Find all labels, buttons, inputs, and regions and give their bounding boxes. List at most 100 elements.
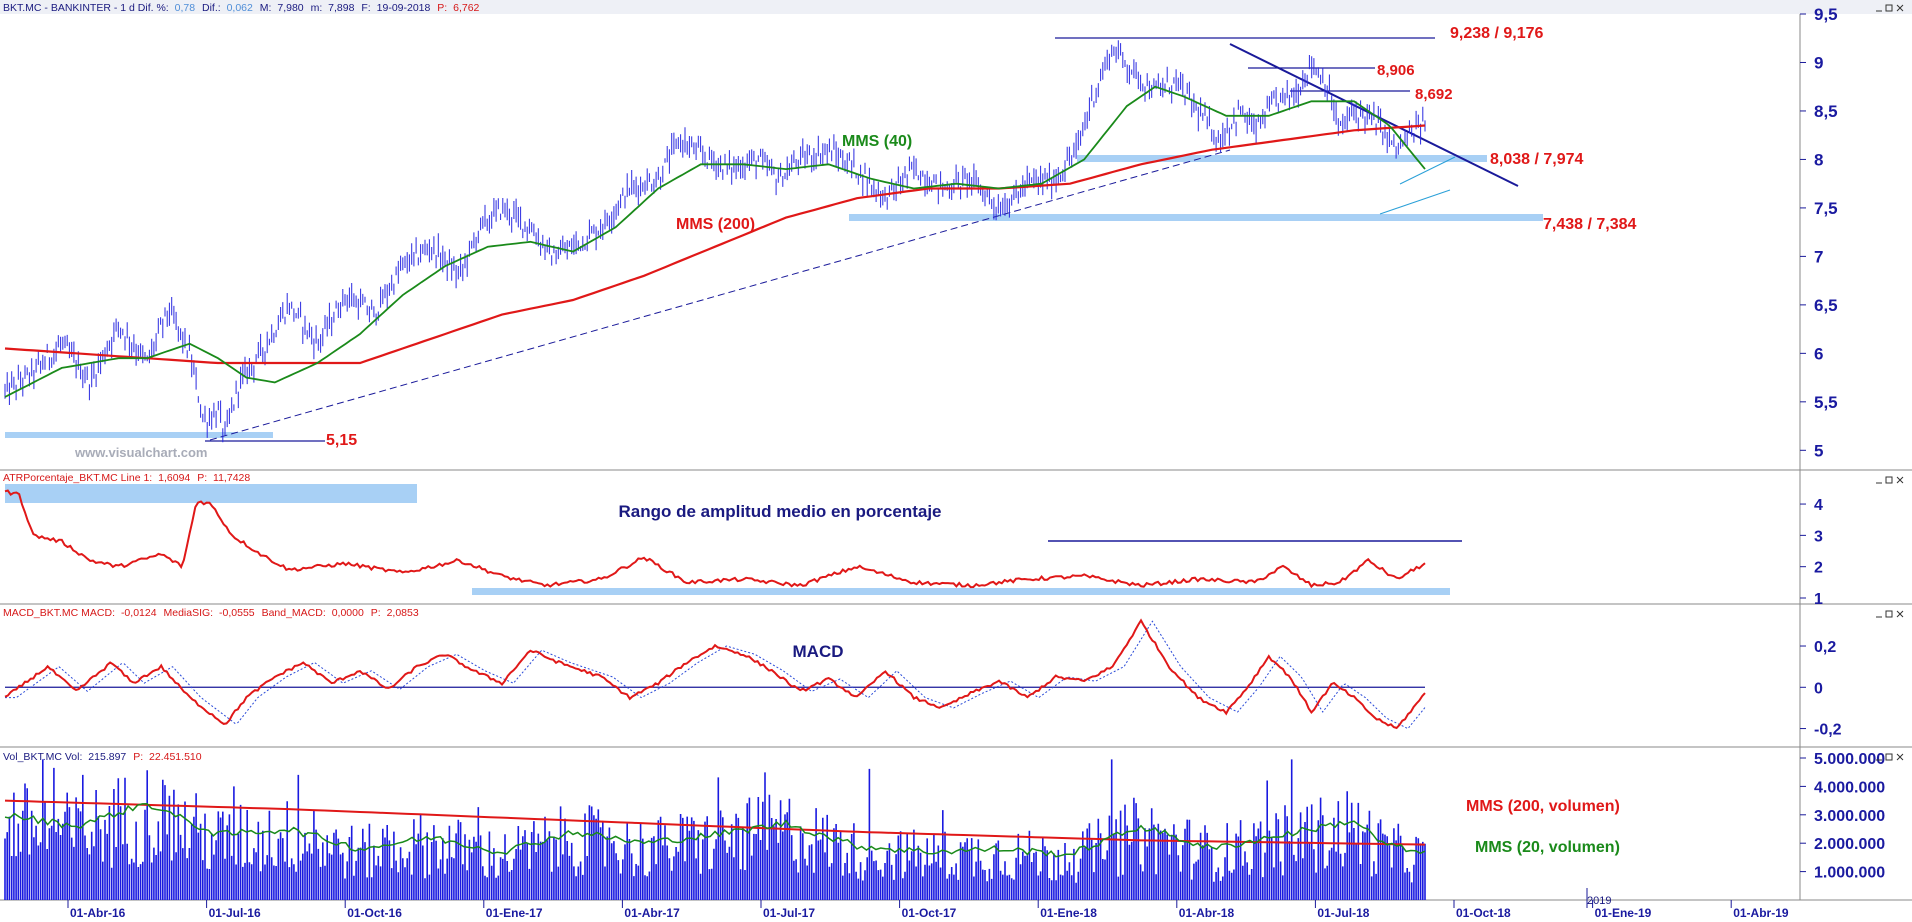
trendline-dashed	[209, 149, 1231, 441]
macd-yaxis-tick-label: 0	[1814, 680, 1823, 697]
channel-high	[1399, 156, 1456, 185]
vol-yaxis-tick-label: 5.000.000	[1814, 751, 1885, 768]
atr-header-p-label: P:	[197, 472, 207, 484]
x-tick-label: 01-Jul-18	[1317, 906, 1369, 920]
year-marker: 2019	[1587, 895, 1611, 907]
panel-controls-0[interactable]	[1876, 4, 1904, 12]
panel-frames	[0, 14, 1912, 901]
atr-y-axis: 1 2 3 4	[1800, 497, 1823, 608]
atr-yaxis-tick-label: 2	[1814, 560, 1823, 577]
price-yaxis-tick-label: 9,5	[1814, 5, 1838, 24]
panel-window-controls[interactable]	[1876, 4, 1904, 761]
panel-controls-2[interactable]	[1876, 610, 1904, 618]
vol-yaxis-tick-label: 3.000.000	[1814, 808, 1885, 825]
price-yaxis-tick-label: 8,5	[1814, 102, 1838, 121]
vol-yaxis-tick-label: 2.000.000	[1814, 836, 1885, 853]
price-header-p: 6,762	[453, 2, 479, 14]
macd-header-p: 2,0853	[387, 607, 419, 619]
macd-signal-line	[5, 620, 1426, 730]
x-axis: 01-Abr-16 01-Jul-16 01-Oct-16 01-Ene-17 01-A…	[67, 888, 1789, 920]
price-header: BKT.MC - BANKINTER - 1 d Dif. %: 0,78 Di…	[3, 2, 480, 14]
x-tick-label: 01-Abr-19	[1733, 906, 1789, 920]
price-yaxis-tick-label: 6	[1814, 344, 1823, 363]
price-yaxis-tick-label: 5,5	[1814, 393, 1838, 412]
price-header-prefix: BKT.MC - BANKINTER - 1 d Dif. %:	[3, 2, 169, 14]
macd-header-macd: -0,0124	[121, 607, 157, 619]
watermark: www.visualchart.com	[74, 445, 207, 460]
price-panel: MMS (40) MMS (200) 9,238 / 9,176 8,906 8…	[4, 25, 1637, 460]
x-tick-label: 01-Oct-16	[347, 906, 402, 920]
atr-header: ATRPorcentaje_BKT.MC Line 1: 1,6094 P: 1…	[3, 472, 250, 484]
price-header-dif-label: Dif.:	[202, 2, 221, 14]
mms200-line	[4, 124, 1426, 365]
label-level-7-438: 7,438 / 7,384	[1543, 216, 1637, 233]
price-header-mi: 7,898	[328, 2, 354, 14]
price-header-f-label: F:	[361, 2, 370, 14]
price-bars	[4, 40, 1426, 443]
maximize-icon[interactable]	[1885, 610, 1893, 618]
vol-mms200-line	[4, 799, 1426, 846]
atr-band-low	[472, 588, 1450, 595]
label-vol-mms200: MMS (200, volumen)	[1466, 798, 1620, 815]
x-tick-label: 01-Abr-16	[70, 906, 126, 920]
panel-controls-1[interactable]	[1876, 476, 1904, 484]
vol-header-p: 22.451.510	[149, 751, 202, 763]
price-yaxis-tick-label: 8	[1814, 150, 1823, 169]
x-tick-label: 01-Oct-18	[1456, 906, 1511, 920]
price-yaxis-tick-label: 7,5	[1814, 199, 1838, 218]
label-level-8-692: 8,692	[1415, 86, 1453, 103]
price-y-axis: 5 5,5 6 6,5 7 7,5 8 8,5 9 9,5	[1800, 5, 1838, 460]
price-bar-series	[4, 40, 1426, 443]
label-level-9-238: 9,238 / 9,176	[1450, 25, 1544, 42]
price-header-difpct: 0,78	[175, 2, 196, 14]
vol-header-p-label: P:	[133, 751, 143, 763]
maximize-icon[interactable]	[1885, 753, 1893, 761]
label-level-5-15: 5,15	[326, 432, 357, 449]
price-header-mi-label: m:	[311, 2, 323, 14]
x-tick-label: 01-Oct-17	[902, 906, 957, 920]
macd-header-p-label: P:	[371, 607, 381, 619]
vol-header-prefix: Vol_BKT.MC Vol:	[3, 751, 82, 763]
atr-line	[4, 489, 1426, 589]
x-tick-label: 01-Jul-16	[209, 906, 261, 920]
resistance-band-8	[1077, 155, 1487, 162]
vol-header: Vol_BKT.MC Vol: 215.897 P: 22.451.510	[3, 751, 202, 763]
price-yaxis-tick-label: 7	[1814, 247, 1823, 266]
atr-header-line1: 1,6094	[158, 472, 190, 484]
vol-mms20-line	[4, 803, 1426, 858]
label-vol-mms20: MMS (20, volumen)	[1475, 839, 1620, 856]
close-icon[interactable]	[1896, 476, 1904, 484]
macd-header-prefix: MACD_BKT.MC MACD:	[3, 607, 115, 619]
channel-low	[1379, 189, 1451, 215]
close-icon[interactable]	[1896, 753, 1904, 761]
macd-yaxis-tick-label: 0,2	[1814, 639, 1836, 656]
macd-header-sig: -0,0555	[219, 607, 255, 619]
atr-header-p: 11,7428	[213, 472, 250, 484]
volume-bars	[4, 759, 1426, 900]
vol-header-vol: 215.897	[88, 751, 126, 763]
label-level-8-906: 8,906	[1377, 62, 1415, 79]
close-icon[interactable]	[1896, 4, 1904, 12]
atr-header-prefix: ATRPorcentaje_BKT.MC Line 1:	[3, 472, 152, 484]
x-tick-label: 01-Abr-17	[624, 906, 680, 920]
panel-controls-3[interactable]	[1876, 753, 1904, 761]
x-tick-label: 01-Ene-17	[486, 906, 543, 920]
label-level-8-038: 8,038 / 7,974	[1490, 151, 1584, 168]
price-yaxis-tick-label: 9	[1814, 53, 1823, 72]
x-tick-label: 01-Ene-18	[1040, 906, 1097, 920]
maximize-icon[interactable]	[1885, 4, 1893, 12]
macd-header-band-label: Band_MACD:	[262, 607, 326, 619]
atr-yaxis-tick-label: 1	[1814, 591, 1823, 608]
maximize-icon[interactable]	[1885, 476, 1893, 484]
close-icon[interactable]	[1896, 610, 1904, 618]
atr-title: Rango de amplitud medio en porcentaje	[618, 502, 941, 521]
atr-yaxis-tick-label: 4	[1814, 497, 1823, 514]
label-mms200: MMS (200)	[676, 216, 755, 233]
price-header-p-label: P:	[437, 2, 447, 14]
x-tick-label: 01-Abr-18	[1179, 906, 1235, 920]
price-header-bar	[0, 0, 1912, 14]
price-header-f: 19-09-2018	[377, 2, 431, 14]
volume-bar-series	[4, 759, 1426, 900]
